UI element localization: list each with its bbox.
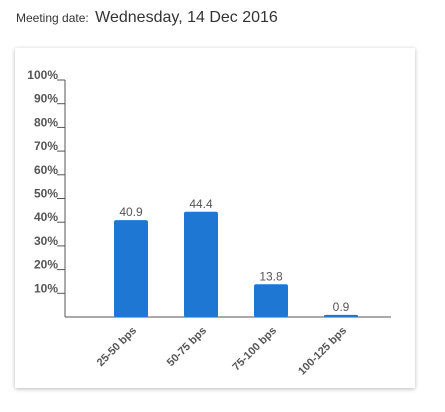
bar [324, 314, 358, 317]
y-tick-label: 50% [34, 187, 58, 201]
meeting-date-label: Meeting date: [16, 11, 89, 25]
y-tick-label: 90% [34, 92, 58, 106]
y-tick-label: 40% [34, 210, 58, 224]
y-tick-label: 80% [34, 115, 58, 129]
bar [254, 284, 288, 317]
bar-chart: 10% 20% 30% 40% 50% 60% 70% 80% 90% 100% 40.9 25-50… [27, 68, 391, 378]
x-tick-label: 75-100 bps [230, 325, 279, 374]
data-label: 0.9 [333, 300, 350, 314]
x-tick-label: 50-75 bps [165, 325, 209, 369]
meeting-date: Meeting date: Wednesday, 14 Dec 2016 [16, 9, 278, 27]
y-tick-label: 60% [34, 163, 58, 177]
meeting-date-value: Wednesday, 14 Dec 2016 [95, 9, 278, 26]
y-tick-label: 100% [27, 68, 58, 82]
y-tick-label: 30% [34, 234, 58, 248]
data-label: 40.9 [119, 205, 143, 219]
y-tick-label: 70% [34, 139, 58, 153]
chart-card: 10% 20% 30% 40% 50% 60% 70% 80% 90% 100% 40.9 25-50… [15, 48, 415, 388]
bar [184, 211, 218, 317]
bar [114, 220, 148, 317]
y-tick-label: 20% [34, 258, 58, 272]
data-label: 44.4 [189, 197, 213, 211]
y-tick-label: 10% [34, 281, 58, 295]
x-tick-label: 25-50 bps [95, 325, 139, 369]
x-tick-label: 100-125 bps [296, 325, 349, 378]
data-label: 13.8 [259, 269, 283, 283]
